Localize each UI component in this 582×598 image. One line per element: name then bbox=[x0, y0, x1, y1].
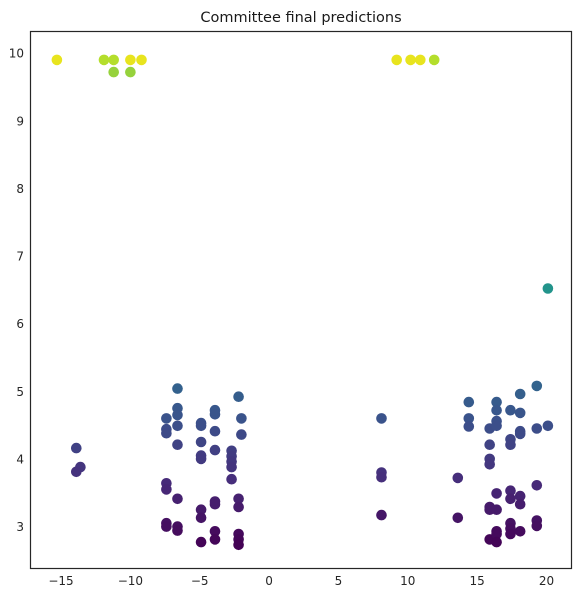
data-point bbox=[209, 409, 221, 420]
data-point bbox=[491, 528, 502, 540]
data-point bbox=[209, 526, 221, 537]
data-point bbox=[108, 66, 119, 78]
data-point bbox=[514, 526, 526, 537]
x-axis-ticks: −15 −10 −5 0 5 10 15 20 bbox=[48, 574, 554, 588]
data-point bbox=[172, 525, 183, 536]
data-point bbox=[195, 453, 207, 465]
data-point bbox=[514, 388, 526, 400]
data-point bbox=[161, 521, 172, 532]
data-point bbox=[161, 413, 172, 424]
data-point bbox=[172, 493, 183, 505]
data-point bbox=[514, 490, 526, 502]
data-point bbox=[542, 420, 554, 432]
data-point bbox=[161, 484, 172, 495]
data-point bbox=[531, 520, 543, 532]
y-tick-label: 7 bbox=[16, 250, 24, 264]
data-point bbox=[505, 493, 516, 505]
data-point bbox=[236, 429, 247, 440]
data-point bbox=[452, 472, 464, 484]
data-point bbox=[376, 509, 387, 521]
data-point bbox=[71, 442, 82, 454]
data-point bbox=[195, 420, 207, 432]
y-axis-ticks: 3 4 5 6 7 8 9 10 bbox=[9, 47, 24, 534]
data-point bbox=[428, 54, 440, 66]
data-point bbox=[172, 420, 183, 432]
data-point bbox=[505, 439, 516, 451]
x-tick-label: 5 bbox=[335, 574, 343, 588]
data-point bbox=[463, 421, 475, 432]
data-point bbox=[195, 436, 207, 448]
x-tick-label: 0 bbox=[265, 574, 273, 588]
data-point bbox=[98, 54, 110, 66]
data-point bbox=[226, 461, 237, 473]
data-point bbox=[405, 54, 416, 66]
data-point bbox=[491, 396, 502, 408]
data-point bbox=[491, 536, 502, 548]
data-point bbox=[491, 504, 502, 515]
data-point bbox=[376, 413, 387, 424]
data-point bbox=[391, 54, 403, 66]
x-tick-label: −5 bbox=[191, 574, 209, 588]
x-tick-label: 15 bbox=[470, 574, 485, 588]
data-point bbox=[531, 380, 543, 392]
data-point bbox=[514, 428, 526, 440]
data-point bbox=[514, 407, 526, 419]
data-point bbox=[233, 539, 244, 551]
data-point bbox=[209, 534, 221, 545]
y-tick-label: 6 bbox=[16, 317, 24, 331]
data-point bbox=[463, 413, 475, 424]
data-point bbox=[376, 471, 387, 483]
data-point bbox=[463, 396, 475, 408]
data-point bbox=[161, 427, 172, 439]
x-tick-label: 10 bbox=[400, 574, 415, 588]
data-point bbox=[531, 423, 543, 434]
data-point bbox=[136, 54, 147, 66]
y-tick-label: 4 bbox=[16, 452, 24, 466]
data-point bbox=[542, 283, 554, 294]
data-point bbox=[233, 391, 244, 403]
y-tick-label: 5 bbox=[16, 385, 24, 399]
y-tick-label: 10 bbox=[9, 47, 24, 61]
data-point bbox=[108, 54, 119, 66]
data-point bbox=[209, 425, 221, 437]
y-tick-label: 8 bbox=[16, 182, 24, 196]
data-point bbox=[233, 501, 244, 513]
data-point bbox=[236, 413, 247, 424]
data-point bbox=[209, 498, 221, 510]
y-tick-label: 3 bbox=[16, 520, 24, 534]
data-point bbox=[172, 383, 183, 394]
y-tick-label: 9 bbox=[16, 114, 24, 128]
data-point bbox=[233, 493, 244, 505]
data-point bbox=[125, 66, 136, 78]
data-point bbox=[514, 498, 526, 510]
data-point bbox=[505, 485, 516, 497]
data-point bbox=[505, 528, 516, 540]
data-point bbox=[226, 473, 237, 485]
data-point bbox=[172, 409, 183, 421]
data-point bbox=[484, 459, 496, 470]
data-point bbox=[195, 504, 207, 515]
data-point bbox=[505, 404, 516, 416]
data-point bbox=[195, 512, 207, 524]
data-point bbox=[209, 444, 221, 456]
data-point bbox=[195, 536, 207, 548]
data-point bbox=[172, 439, 183, 451]
chart-title: Committee final predictions bbox=[200, 10, 401, 26]
data-point bbox=[491, 404, 502, 416]
data-points bbox=[51, 54, 554, 551]
data-point bbox=[491, 420, 502, 432]
data-point bbox=[71, 466, 82, 478]
data-point bbox=[452, 512, 464, 524]
x-tick-label: −15 bbox=[48, 574, 73, 588]
data-point bbox=[125, 54, 136, 66]
data-point bbox=[484, 439, 496, 451]
plot-frame bbox=[29, 30, 573, 570]
data-point bbox=[51, 54, 63, 66]
data-point bbox=[415, 54, 426, 66]
data-point bbox=[531, 480, 543, 491]
x-tick-label: 20 bbox=[539, 574, 554, 588]
data-point bbox=[491, 488, 502, 499]
x-tick-label: −10 bbox=[118, 574, 143, 588]
